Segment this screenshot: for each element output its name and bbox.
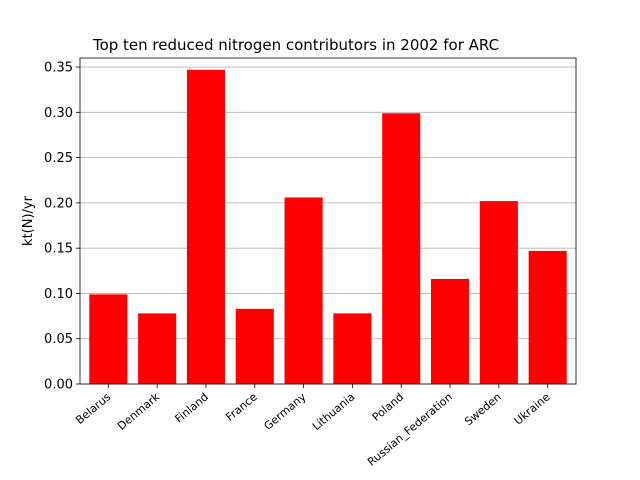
- y-tick-label: 0.00: [44, 378, 73, 393]
- bar-sweden: [479, 201, 518, 384]
- y-ticks: 0.00 0.05 0.10 0.15 0.20 0.25 0.30 0.35: [44, 61, 80, 393]
- x-tick-label: Poland: [370, 390, 406, 424]
- axes: [79, 57, 577, 385]
- x-ticks: Belarus Denmark Finland France Germany Lithua…: [73, 384, 553, 469]
- bar-germany: [284, 197, 323, 384]
- bar-belarus: [89, 294, 128, 384]
- chart-title: Top ten reduced nitrogen contributors in…: [92, 36, 499, 54]
- bar-denmark: [138, 313, 177, 384]
- x-tick-label: Ukraine: [512, 390, 553, 427]
- y-tick-label: 0.15: [44, 242, 73, 257]
- bar-ukraine: [528, 250, 567, 384]
- bar-finland: [186, 69, 225, 385]
- x-tick-label: Lithuania: [310, 390, 357, 433]
- bar-russian-federation: [431, 278, 470, 384]
- y-tick-label: 0.25: [44, 151, 73, 166]
- x-tick-label: Germany: [261, 390, 308, 433]
- x-tick-label: Sweden: [462, 390, 504, 428]
- y-tick-label: 0.05: [44, 332, 73, 347]
- x-tick-label: Russian_Federation: [365, 390, 455, 468]
- bar-poland: [382, 113, 421, 384]
- x-tick-label: Finland: [172, 390, 210, 425]
- y-tick-label: 0.20: [44, 196, 73, 211]
- y-tick-label: 0.30: [44, 106, 73, 121]
- x-tick-label: France: [223, 390, 260, 424]
- x-tick-label: Denmark: [115, 390, 163, 433]
- bar-lithuania: [333, 313, 372, 384]
- y-tick-label: 0.10: [44, 287, 73, 302]
- x-tick-label: Belarus: [73, 390, 113, 427]
- plot-frame: [79, 57, 577, 385]
- y-axis-label: kt(N)/yr: [21, 195, 36, 246]
- bar-france: [235, 308, 274, 384]
- bars: [89, 69, 567, 385]
- y-tick-label: 0.35: [44, 61, 73, 76]
